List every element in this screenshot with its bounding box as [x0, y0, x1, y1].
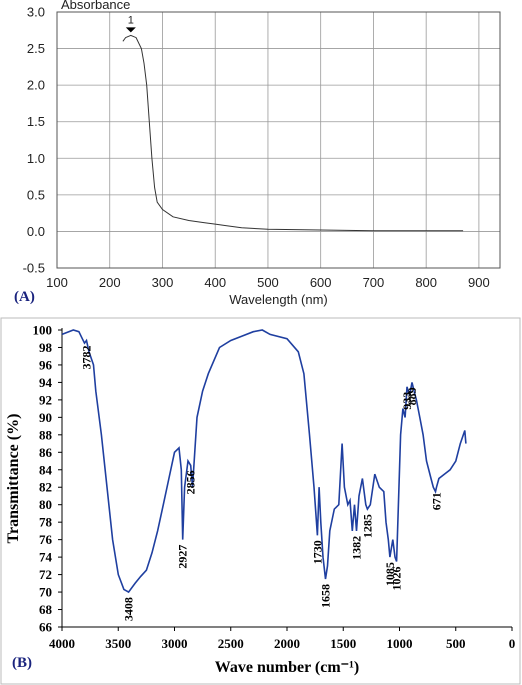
x-tick-label: 2000	[274, 636, 300, 651]
x-tick-label: 3000	[162, 636, 188, 651]
x-tick-label: 400	[204, 275, 226, 290]
x-tick-label: 1000	[387, 636, 413, 651]
x-tick-label: 100	[46, 275, 68, 290]
peak-label: 3408	[122, 597, 136, 621]
y-tick-label: 90	[39, 410, 52, 425]
y-tick-label: 70	[39, 585, 52, 600]
y-tick-label: 1.5	[27, 114, 45, 129]
x-tick-label: 1500	[330, 636, 356, 651]
peak-label: 2856	[184, 470, 198, 494]
peak-label: 933	[400, 392, 414, 410]
y-tick-label: 2.5	[27, 41, 45, 56]
spectrum-line	[122, 34, 464, 232]
y-axis-title: Transmittance (%)	[5, 414, 22, 544]
peak-label: 1026	[390, 566, 404, 590]
y-tick-label: 78	[39, 515, 53, 530]
panel-label: (B)	[12, 655, 32, 671]
panel-b: 6668707274767880828486889092949698100400…	[0, 317, 521, 685]
peak-label: 671	[430, 492, 444, 510]
x-tick-label: 800	[415, 275, 437, 290]
spectrum-line	[61, 329, 467, 594]
x-axis-title: Wave number (cm⁻¹)	[215, 659, 359, 676]
y-tick-label: 72	[39, 567, 52, 582]
x-tick-label: 500	[257, 275, 279, 290]
peak-marker	[125, 27, 136, 33]
peak-label: 1	[128, 14, 134, 26]
x-tick-label: 200	[99, 275, 121, 290]
x-tick-label: 700	[363, 275, 385, 290]
x-tick-label: 900	[468, 275, 490, 290]
x-tick-label: 4000	[49, 636, 75, 651]
y-tick-label: 1.0	[27, 151, 45, 166]
y-tick-label: 0.5	[27, 187, 45, 202]
x-tick-label: 2500	[218, 636, 244, 651]
y-tick-label: 80	[39, 497, 52, 512]
peak-label: 1382	[350, 536, 364, 560]
panel-label: (A)	[14, 289, 35, 305]
y-tick-label: 84	[39, 462, 53, 477]
x-tick-label: 500	[446, 636, 466, 651]
y-tick-label: 94	[39, 375, 53, 390]
x-axis-title: Wavelength (nm)	[229, 292, 328, 307]
x-tick-label: 300	[152, 275, 174, 290]
y-tick-label: 86	[39, 445, 53, 460]
y-tick-label: 92	[39, 392, 52, 407]
y-tick-label: 76	[39, 532, 53, 547]
panel-frame	[0, 317, 521, 685]
y-axis-title: Absorbance	[61, 0, 130, 12]
x-tick-label: 600	[310, 275, 332, 290]
x-tick-label: 3500	[105, 636, 131, 651]
y-tick-label: 82	[39, 480, 52, 495]
y-tick-label: 3.0	[27, 5, 45, 20]
y-tick-label: 88	[39, 427, 53, 442]
y-tick-label: 100	[33, 323, 53, 338]
y-tick-label: -0.5	[23, 261, 45, 276]
y-tick-label: 96	[39, 357, 53, 372]
x-tick-label: 0	[509, 636, 516, 651]
peak-label: 1285	[360, 514, 374, 538]
plot-frame	[56, 11, 501, 269]
y-tick-label: 66	[39, 620, 53, 635]
peak-label: 1085	[383, 562, 397, 586]
y-tick-label: 74	[39, 550, 53, 565]
y-tick-label: 2.0	[27, 78, 45, 93]
peak-label: 1658	[318, 584, 332, 608]
y-tick-label: 98	[39, 340, 53, 355]
peak-label: 889	[405, 387, 419, 405]
y-tick-label: 68	[39, 602, 53, 617]
y-tick-label: 0.0	[27, 224, 45, 239]
panel-a: -0.5 0.0 0.5 1.0 1.5 2.0 2.5 3.0 100 200 300 400 500…	[14, 0, 501, 307]
peak-label: 3782	[80, 345, 94, 369]
peak-label: 1730	[310, 540, 324, 564]
peak-label: 2927	[176, 545, 190, 569]
